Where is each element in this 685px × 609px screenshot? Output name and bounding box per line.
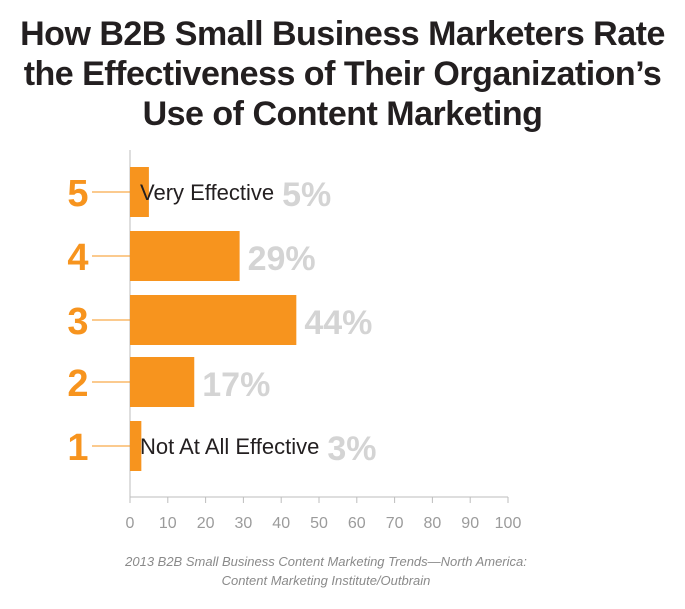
rating-label: 3 bbox=[67, 301, 88, 343]
bar bbox=[130, 421, 142, 471]
bar bbox=[130, 167, 149, 217]
rating-label: 4 bbox=[67, 237, 88, 279]
chart-title: How B2B Small Business Marketers Rate th… bbox=[0, 14, 685, 134]
x-tick-label: 20 bbox=[197, 515, 215, 532]
source-line-2: Content Marketing Institute/Outbrain bbox=[221, 573, 431, 588]
bar bbox=[130, 357, 195, 407]
x-tick-label: 80 bbox=[424, 515, 442, 532]
bar bbox=[130, 231, 240, 281]
x-tick-label: 10 bbox=[159, 515, 177, 532]
x-tick-label: 90 bbox=[461, 515, 479, 532]
value-label: 29% bbox=[248, 240, 316, 278]
chart-title-line-1: How B2B Small Business Marketers Rate bbox=[20, 15, 665, 53]
value-label: 3% bbox=[327, 430, 376, 468]
rating-label: 1 bbox=[67, 427, 88, 469]
x-tick-label: 40 bbox=[272, 515, 290, 532]
x-tick-label: 70 bbox=[386, 515, 404, 532]
value-label: 17% bbox=[202, 366, 270, 404]
x-tick-label: 50 bbox=[310, 515, 328, 532]
source-line-1: 2013 B2B Small Business Content Marketin… bbox=[125, 554, 527, 569]
rating-label: 2 bbox=[67, 363, 88, 405]
bar-annotation: Very Effective bbox=[140, 180, 274, 205]
chart-title-line-2: the Effectiveness of Their Organization’… bbox=[23, 55, 662, 93]
x-tick-label: 30 bbox=[235, 515, 253, 532]
value-label: 5% bbox=[282, 176, 331, 214]
x-tick-label: 0 bbox=[126, 515, 135, 532]
value-label: 44% bbox=[304, 304, 372, 342]
chart-title-line-3: Use of Content Marketing bbox=[142, 95, 543, 133]
bar bbox=[130, 295, 297, 345]
x-tick-label: 60 bbox=[348, 515, 366, 532]
chart-source: 2013 B2B Small Business Content Marketin… bbox=[0, 552, 652, 590]
bar-annotation: Not At All Effective bbox=[140, 434, 319, 459]
rating-label: 5 bbox=[67, 173, 88, 215]
x-tick-label: 100 bbox=[495, 515, 522, 532]
